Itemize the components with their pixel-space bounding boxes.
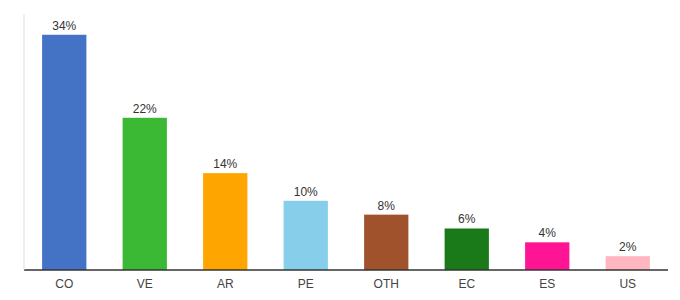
data-labels: 34% 22% 14% 10% 8% 6% 4% 2%: [52, 19, 637, 254]
data-label: 10%: [294, 185, 318, 199]
x-axis-line: [24, 269, 668, 271]
x-tick-label: OTH: [374, 277, 399, 291]
y-axis-line: [24, 14, 25, 270]
chart: 34% 22% 14% 10% 8% 6% 4% 2% CO VE AR PE OTH EC ES US: [0, 0, 680, 300]
data-label: 14%: [213, 157, 237, 171]
chart-container: 34% 22% 14% 10% 8% 6% 4% 2% CO VE AR PE OTH EC ES US: [0, 0, 680, 300]
x-tick-label: EC: [458, 277, 475, 291]
data-label: 22%: [133, 102, 157, 116]
bar: [284, 201, 328, 270]
data-label: 8%: [378, 199, 396, 213]
plot-area: 34% 22% 14% 10% 8% 6% 4% 2% CO VE AR PE OTH EC ES US: [24, 14, 668, 291]
data-label: 2%: [619, 240, 637, 254]
bar: [123, 118, 167, 270]
data-label: 34%: [52, 19, 76, 33]
x-tick-label: PE: [298, 277, 314, 291]
bar: [445, 228, 489, 270]
data-label: 4%: [539, 226, 557, 240]
x-tick-label: AR: [217, 277, 234, 291]
bars: [42, 35, 650, 270]
bar: [606, 256, 650, 270]
bar: [42, 35, 86, 270]
x-tick-label: US: [619, 277, 636, 291]
x-axis: CO VE AR PE OTH EC ES US: [24, 270, 668, 291]
x-tick-label: VE: [137, 277, 153, 291]
x-tick-label: ES: [539, 277, 555, 291]
data-label: 6%: [458, 212, 476, 226]
bar: [364, 215, 408, 270]
bar: [525, 242, 569, 270]
x-tick-label: CO: [55, 277, 73, 291]
bar: [203, 173, 247, 270]
